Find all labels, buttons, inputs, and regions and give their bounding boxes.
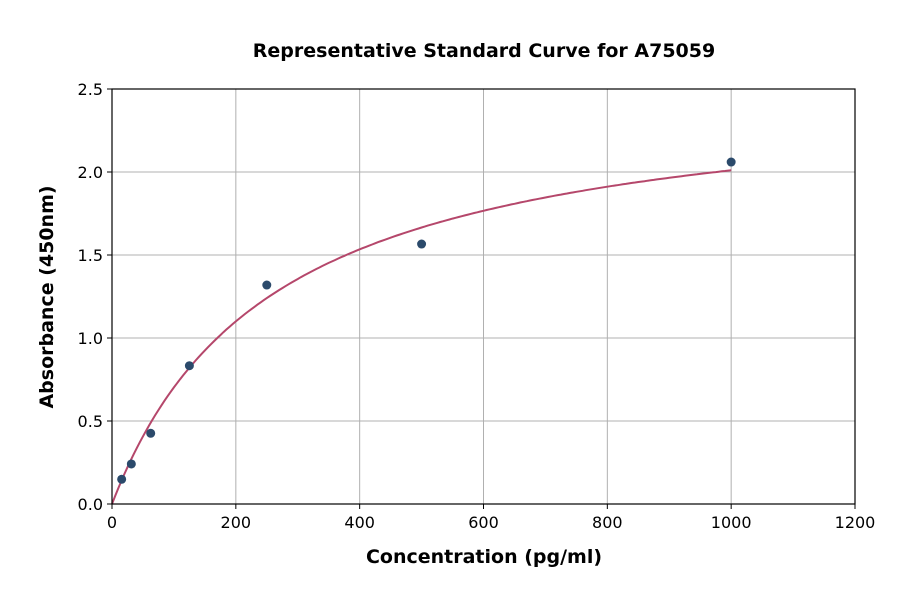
y-tick-label: 0.5 <box>78 412 103 431</box>
x-tick-label: 1200 <box>835 513 876 532</box>
data-point <box>146 428 156 438</box>
x-tick-label: 200 <box>221 513 252 532</box>
fit-curve <box>111 169 732 505</box>
x-tick-label: 0 <box>107 513 117 532</box>
data-point <box>262 280 272 290</box>
y-tick-label: 1.5 <box>78 246 103 265</box>
x-tick-label: 800 <box>592 513 623 532</box>
data-point <box>417 239 427 249</box>
x-tick-label: 600 <box>468 513 499 532</box>
data-point <box>126 459 136 469</box>
data-point <box>726 157 736 167</box>
x-tick-label: 1000 <box>711 513 752 532</box>
y-tick-label: 2.0 <box>78 163 103 182</box>
data-point <box>117 474 127 484</box>
x-tick-label: 400 <box>344 513 375 532</box>
chart-title: Representative Standard Curve for A75059 <box>253 40 715 62</box>
y-tick-label: 2.5 <box>78 80 103 99</box>
y-tick-label: 0.0 <box>78 495 103 514</box>
y-tick-label: 1.0 <box>78 329 103 348</box>
plot-frame <box>111 88 856 505</box>
y-axis-label: Absorbance (450nm) <box>36 185 58 408</box>
data-point <box>184 361 194 371</box>
x-axis-label: Concentration (pg/ml) <box>366 546 602 568</box>
